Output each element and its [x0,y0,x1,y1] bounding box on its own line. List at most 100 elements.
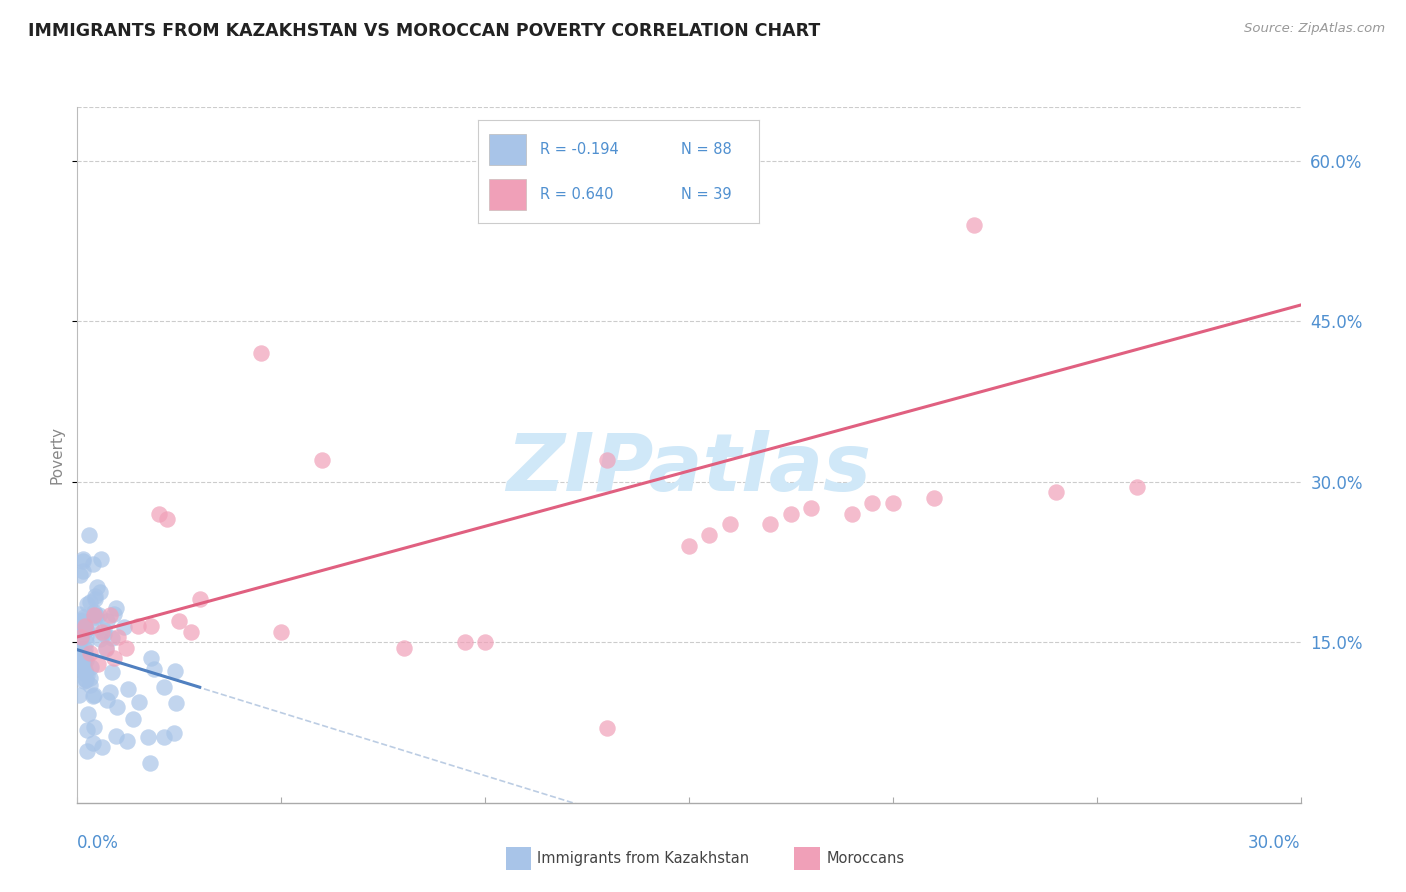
Point [115,733,138,747]
Point [83,605,105,619]
Point [75,653,97,667]
Point [73,672,96,686]
Point [75,635,97,649]
Point [136,730,159,744]
Point [79,646,101,660]
Point [98,608,121,623]
Point [139,651,162,665]
Point [75,673,97,688]
Point [94,640,117,655]
Point [77,527,100,541]
Text: ZIPatlas: ZIPatlas [506,430,872,508]
Point [83,688,105,702]
Point [128,619,150,633]
Point [83,608,105,623]
Point [75,623,97,637]
Point [121,712,143,726]
Point [84,608,107,623]
Point [76,667,98,681]
Point [76,598,98,612]
Point [87,607,110,622]
Point [98,684,121,698]
Point [73,609,96,624]
Text: Moroccans: Moroccans [827,852,905,866]
Point [1126,480,1149,494]
Point [139,619,162,633]
Point [73,617,96,632]
Point [70,630,93,644]
Point [153,730,176,744]
Point [841,507,863,521]
Point [156,512,179,526]
Point [148,507,170,521]
Point [75,619,97,633]
Point [718,517,741,532]
Point [862,496,884,510]
Point [73,641,96,656]
Point [311,453,333,467]
Point [84,591,107,606]
Point [96,642,118,657]
Point [188,592,211,607]
Point [76,706,98,721]
Point [72,552,94,566]
Text: N = 88: N = 88 [681,142,731,157]
Point [100,632,122,646]
Point [143,662,166,676]
Point [75,629,97,643]
Text: R = 0.640: R = 0.640 [540,186,613,202]
Point [79,594,101,608]
Point [90,624,112,639]
Point [138,756,160,770]
Point [780,507,803,521]
Text: Source: ZipAtlas.com: Source: ZipAtlas.com [1244,22,1385,36]
Text: 30.0%: 30.0% [1249,834,1301,852]
Point [70,632,93,647]
Point [103,651,125,665]
Point [163,726,186,740]
Bar [489,134,526,164]
Point [70,660,93,674]
Point [72,564,94,578]
Point [1045,485,1067,500]
Point [80,660,103,674]
Point [107,630,129,644]
Point [70,652,93,666]
Point [163,665,186,679]
Point [67,644,90,658]
Text: N = 39: N = 39 [681,186,731,202]
Point [75,622,97,636]
Point [83,590,105,604]
Point [115,640,138,655]
Point [76,743,98,757]
Point [759,517,782,532]
Point [72,664,94,678]
Text: 0.0%: 0.0% [77,834,120,852]
Bar [489,179,526,210]
Point [678,539,700,553]
Point [70,613,93,627]
Point [82,689,104,703]
Point [922,491,945,505]
Point [82,557,104,571]
Point [128,695,150,709]
Point [90,552,112,566]
Point [75,666,97,681]
Point [392,640,415,655]
Point [89,585,111,599]
Point [169,614,191,628]
Point [165,696,187,710]
Point [104,601,127,615]
Point [250,346,273,360]
Point [100,665,122,679]
Point [152,680,174,694]
Text: R = -0.194: R = -0.194 [540,142,619,157]
Point [69,568,91,582]
Point [87,657,110,671]
Point [73,652,96,666]
Point [69,659,91,673]
Point [69,645,91,659]
Point [67,624,90,638]
Point [73,663,96,677]
Text: IMMIGRANTS FROM KAZAKHSTAN VS MOROCCAN POVERTY CORRELATION CHART: IMMIGRANTS FROM KAZAKHSTAN VS MOROCCAN P… [28,22,820,40]
